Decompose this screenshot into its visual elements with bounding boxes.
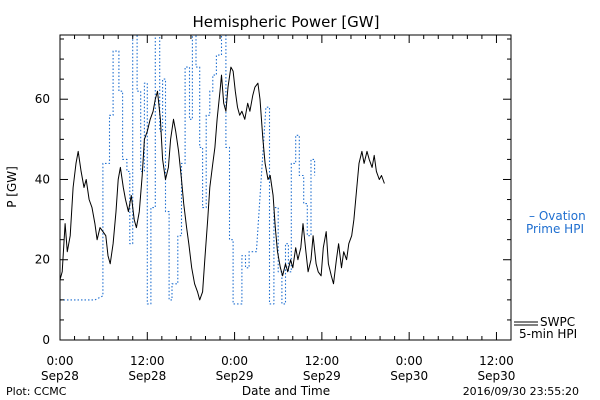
x-tick-label-date: Sep28 — [41, 369, 79, 383]
series-line-swpc — [59, 66, 385, 301]
x-tick-label-time: 0:00 — [396, 354, 423, 368]
footer-plot-label: Plot: CCMC — [6, 385, 67, 398]
legend-swpc-line1: SWPC — [540, 315, 575, 329]
legend-ovation-line1: – Ovation — [529, 209, 586, 223]
x-tick-label-date: Sep29 — [303, 369, 341, 383]
y-tick-label: 20 — [35, 253, 50, 267]
x-tick-label-date: Sep28 — [128, 369, 166, 383]
x-tick-label-time: 12:00 — [130, 354, 165, 368]
legend-swpc: SWPC 5-min HPI — [514, 315, 577, 341]
y-tick-label: 0 — [42, 333, 50, 347]
y-tick-label: 40 — [35, 172, 50, 186]
x-tick-label-date: Sep30 — [390, 369, 428, 383]
x-tick-label-date: Sep29 — [216, 369, 254, 383]
x-axis-label: Date and Time — [242, 384, 330, 398]
y-axis-label: P [GW] — [5, 166, 19, 208]
x-tick-label-time: 12:00 — [305, 354, 340, 368]
footer-timestamp: 2016/09/30 23:55:20 — [463, 385, 579, 398]
plot-frame — [59, 34, 512, 341]
legend-swpc-line2: 5-min HPI — [519, 327, 577, 341]
x-tick-label-time: 0:00 — [221, 354, 248, 368]
chart-title: Hemispheric Power [GW] — [193, 13, 380, 31]
series-line-ovation — [60, 34, 316, 305]
x-tick-label-date: Sep30 — [478, 369, 516, 383]
x-tick-label-time: 12:00 — [479, 354, 514, 368]
x-tick-label-time: 0:00 — [47, 354, 74, 368]
legend-ovation-line2: Prime HPI — [526, 222, 584, 236]
legend-ovation: – Ovation Prime HPI — [526, 209, 586, 236]
y-tick-label: 60 — [35, 92, 50, 106]
